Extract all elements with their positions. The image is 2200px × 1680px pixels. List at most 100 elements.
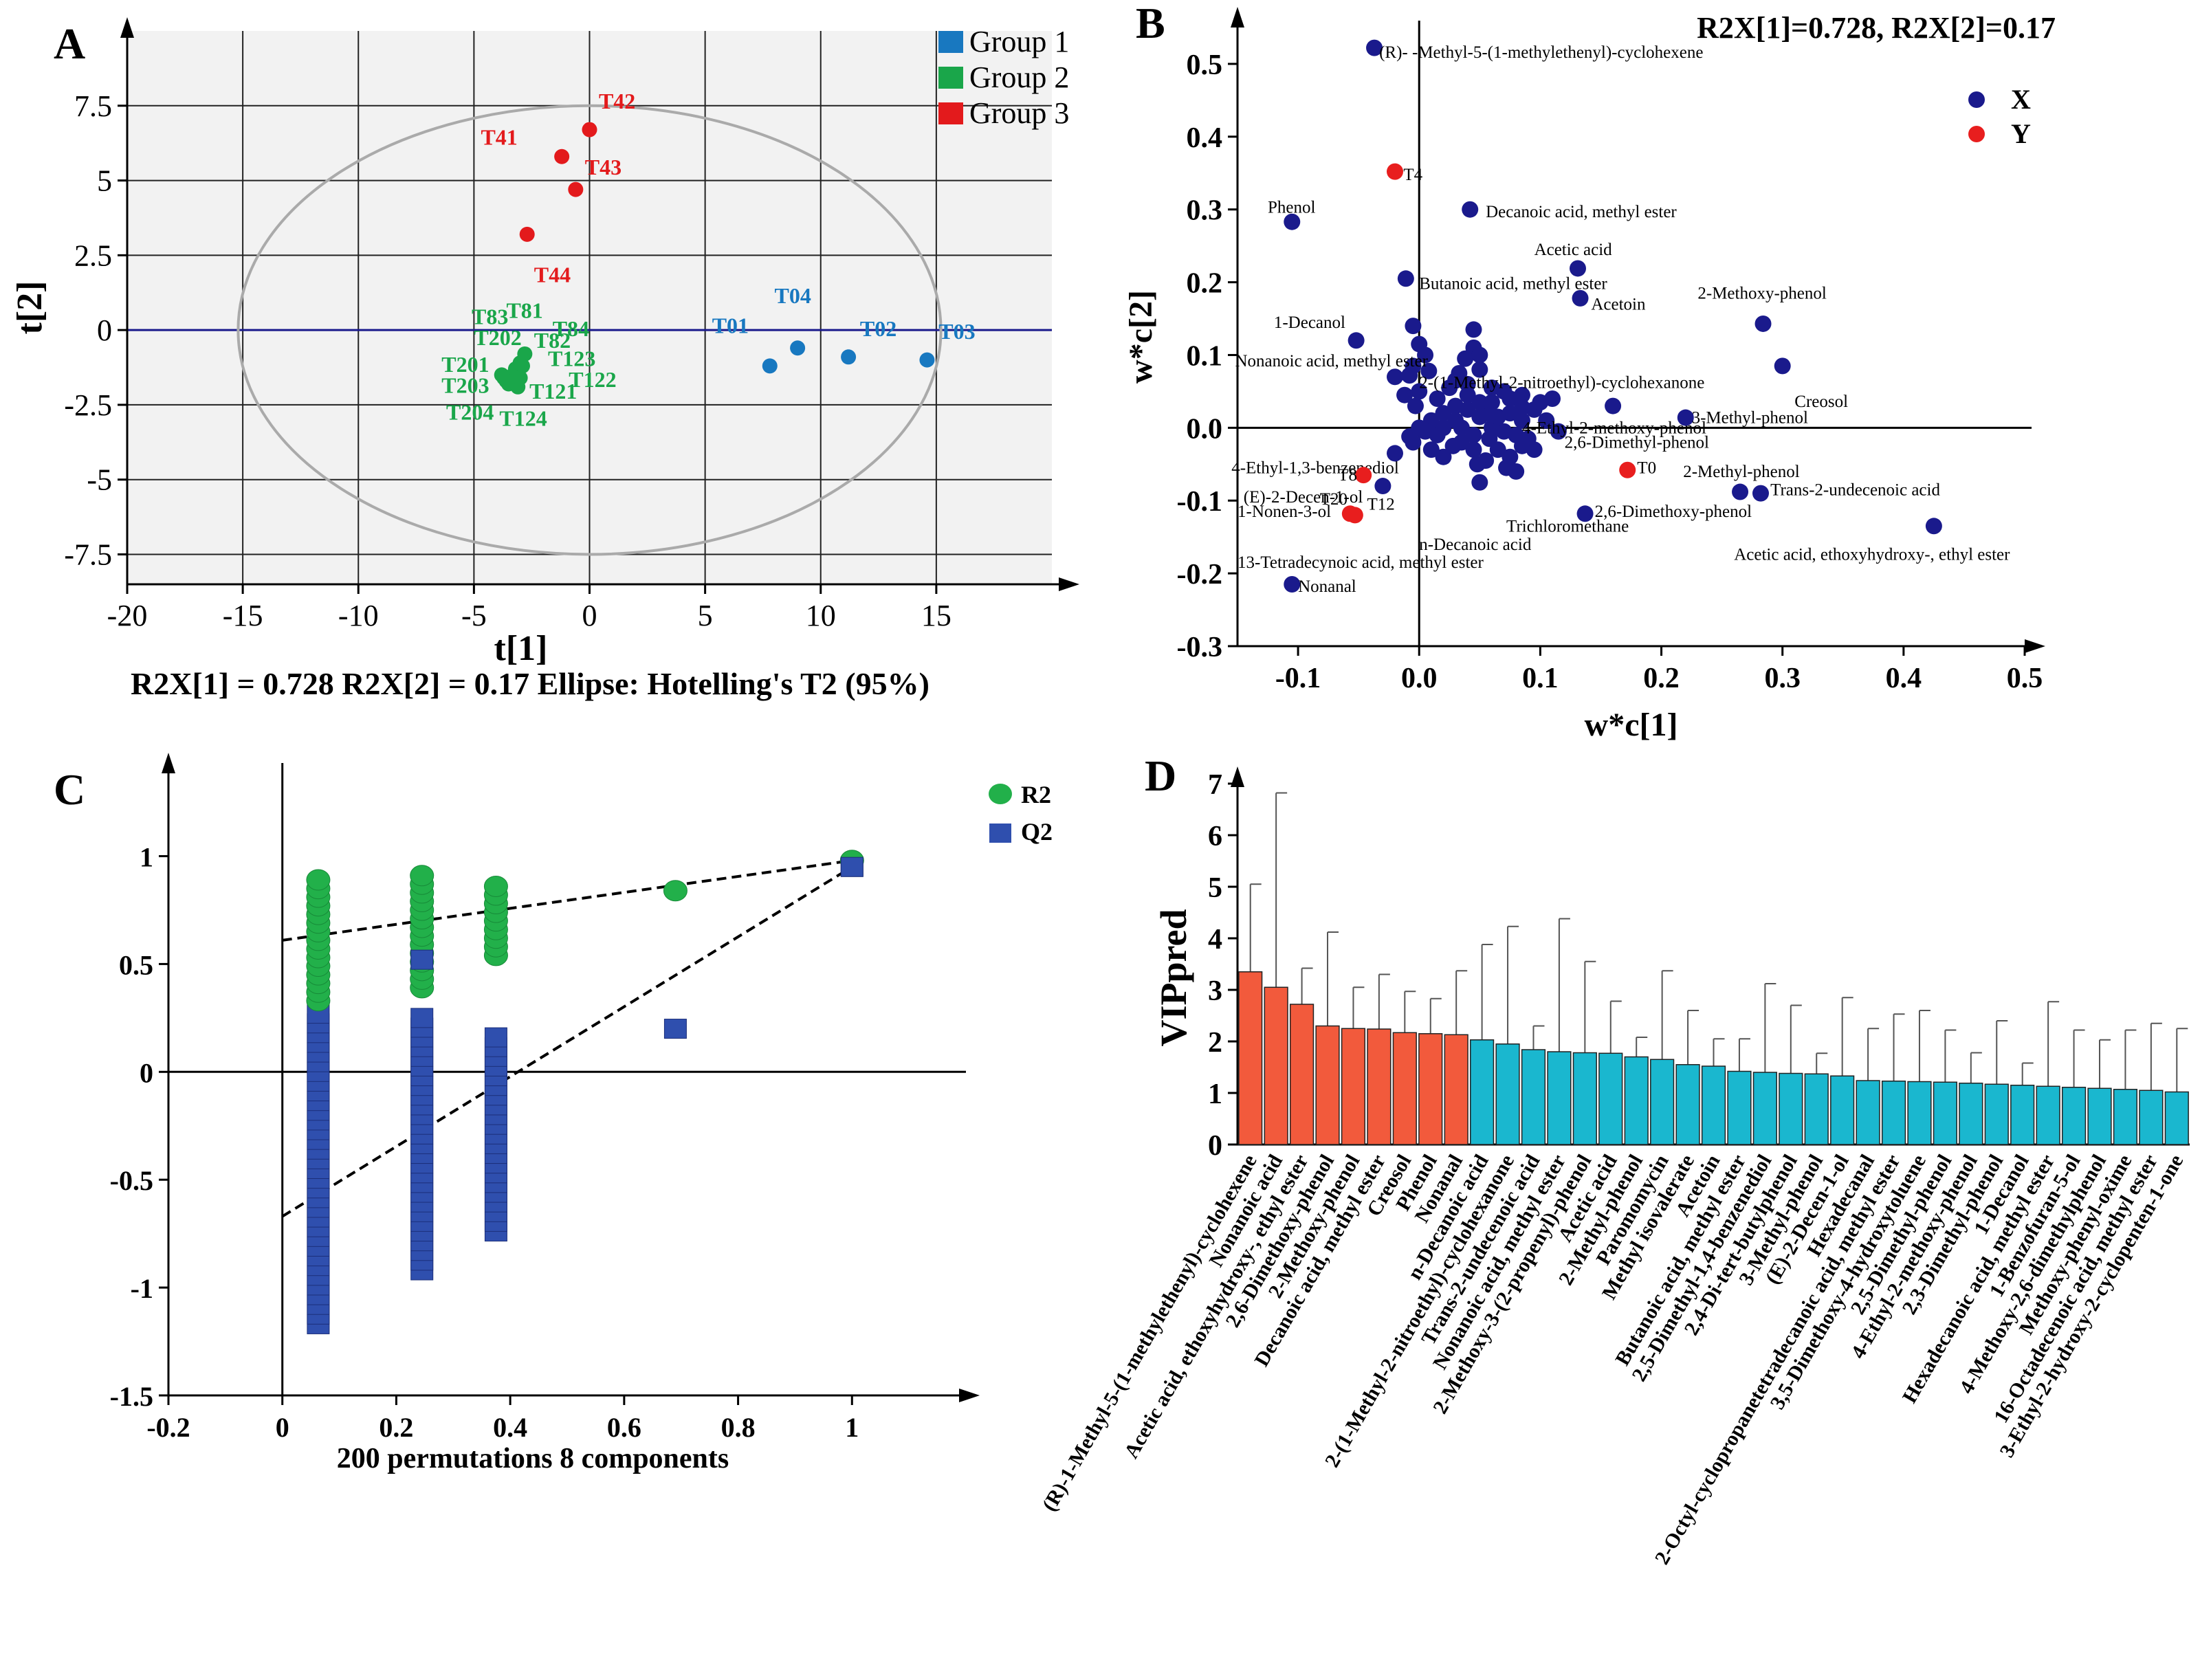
y-tick-label: 0.2 (1187, 268, 1223, 300)
loading-point-label: Butanoic acid, methyl ester (1419, 275, 1607, 294)
y-tick-label: 7.5 (74, 89, 112, 123)
category-label: (R)-1-Methyl-5-(1-methylethenyl)-cyclohe… (1038, 1151, 1262, 1515)
loading-point (1387, 368, 1403, 386)
loading-point (1465, 426, 1482, 443)
panel-label-d: D (1145, 751, 1176, 800)
vip-bar (1289, 1004, 1314, 1145)
legend-label: Group 1 (969, 25, 1069, 58)
loading-point (1465, 321, 1482, 338)
loading-point-label: 3-Methyl-phenol (1692, 409, 1808, 428)
score-point (517, 346, 533, 362)
loading-point-label: 2-Methyl-phenol (1683, 463, 1799, 481)
legend-marker-q2 (989, 824, 1011, 843)
x-tick-label: -5 (461, 599, 487, 632)
loading-point-label: 2-Methoxy-phenol (1697, 284, 1827, 302)
legend-label: Q2 (1021, 818, 1053, 845)
score-point-label: T84 (553, 316, 589, 341)
y-tick-label: -2.5 (64, 388, 112, 422)
loading-point (1526, 441, 1543, 458)
score-point-label: T121 (529, 379, 577, 404)
loading-point-label: (E)-2-Decen-1-ol (1244, 488, 1363, 507)
loading-point (1459, 386, 1476, 404)
loading-point (1405, 318, 1422, 335)
x-tick-label: 0.0 (1401, 663, 1438, 694)
panel-a-score-plot: -20 -15 -10 -5 0 5 10 15 -7.5 -5 -2.5 0 2.5 5 7.5 T01 T0… (10, 17, 1079, 701)
loading-point-label: Acetoin (1591, 295, 1646, 313)
q2-marker (663, 1019, 687, 1039)
loading-point (1420, 362, 1438, 379)
loading-point (1538, 412, 1555, 429)
y-tick-label: 6 (1208, 821, 1222, 852)
y-tick-label: 3 (1208, 975, 1222, 1007)
vip-bar (2010, 1085, 2035, 1145)
loading-point (1513, 399, 1530, 416)
r2-marker (483, 875, 508, 897)
vip-bar (2113, 1089, 2138, 1145)
q2-marker (410, 1008, 434, 1028)
loading-point (1441, 379, 1458, 397)
loading-point (1284, 576, 1301, 593)
loading-point (1471, 394, 1488, 411)
score-point (919, 352, 935, 368)
y-tick-label: 1 (140, 842, 153, 873)
score-point-label: T01 (712, 313, 749, 338)
loading-point (1451, 364, 1468, 382)
loading-point-label: 1-Nonen-3-ol (1238, 502, 1331, 521)
x-tick-label: 0.6 (607, 1412, 641, 1443)
vip-bar (1752, 1072, 1777, 1145)
x-tick-label: 0.1 (1522, 663, 1559, 694)
loading-point (1925, 518, 1942, 535)
loading-point (1462, 201, 1479, 218)
loading-point-label: Nonanoic acid, methyl ester (1235, 352, 1428, 371)
loading-point (1569, 260, 1586, 277)
loading-point (1401, 428, 1418, 445)
x-tick-label: 5 (698, 599, 713, 632)
loading-point-label: Nonanal (1298, 577, 1356, 596)
loading-point (1407, 397, 1424, 415)
legend-swatch (938, 102, 963, 124)
loading-point-label: Trichloromethane (1506, 517, 1629, 535)
y-tick-label: -0.3 (1177, 632, 1223, 663)
y-tick-label: 0.4 (1187, 122, 1223, 154)
loading-point-label: Creosol (1794, 393, 1848, 411)
y-tick-label: -7.5 (64, 538, 112, 571)
vip-bar (1779, 1072, 1803, 1145)
loading-point-label: Trans-2-undecenoic acid (1770, 480, 1940, 499)
x-tick-label: 0.2 (379, 1412, 413, 1443)
x-axis-arrow (1059, 577, 1079, 591)
score-point-label: T02 (860, 316, 896, 341)
x-tick-label: 0.8 (721, 1412, 756, 1443)
y-tick-label: -0.1 (1177, 486, 1223, 518)
loading-point (1355, 467, 1372, 484)
loading-point (1435, 448, 1452, 465)
score-point-label: T81 (506, 298, 542, 323)
loading-point-label: T8 (1338, 466, 1357, 485)
y-axis-arrow (162, 753, 175, 773)
loading-point (1396, 386, 1414, 404)
y-tick-label: 2.5 (74, 239, 112, 272)
x-axis-title: 200 permutations 8 components (337, 1443, 729, 1474)
vip-bar (2036, 1085, 2060, 1145)
legend-swatch (938, 31, 963, 53)
score-point (519, 226, 535, 242)
loading-point-label: Phenol (1268, 199, 1316, 217)
loading-point (1677, 409, 1694, 426)
loading-point-label: n-Decanoic acid (1419, 535, 1532, 554)
x-tick-label: 0 (582, 599, 597, 632)
loading-point (1576, 505, 1594, 522)
loading-point (1465, 441, 1482, 458)
vip-bar (1804, 1073, 1829, 1145)
loading-point (1481, 430, 1498, 447)
score-point-label: T204 (446, 400, 494, 425)
loading-point-label: 13-Tetradecynoic acid, methyl ester (1238, 553, 1484, 572)
loading-point (1468, 456, 1486, 473)
y-tick-label: 5 (97, 164, 112, 198)
vip-bar (2061, 1087, 2087, 1145)
loading-point (1619, 461, 1636, 478)
y-tick-label: 0.5 (119, 949, 153, 980)
panel-label-b: B (1136, 0, 1165, 47)
y-axis-title: w*c[2] (1123, 290, 1159, 384)
vip-bar (2164, 1091, 2189, 1145)
vip-bar (1367, 1028, 1392, 1145)
score-point (582, 122, 597, 137)
